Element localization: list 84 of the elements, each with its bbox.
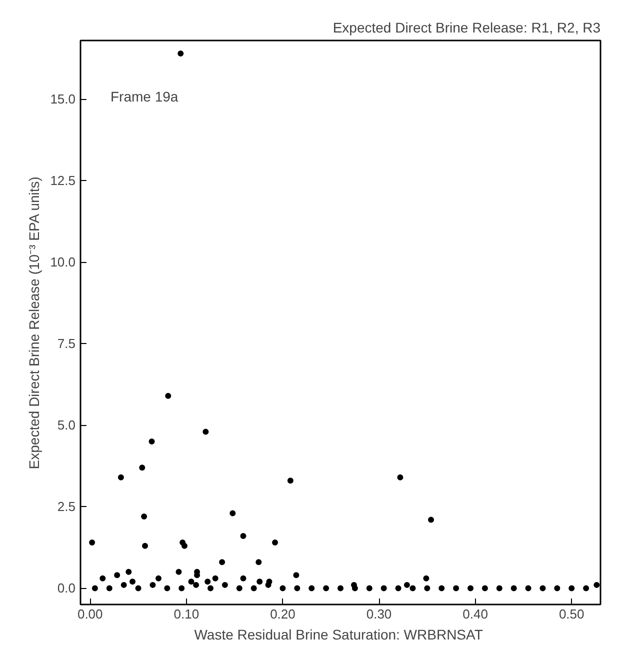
point	[240, 575, 246, 582]
point	[352, 585, 358, 592]
point	[496, 585, 502, 592]
point	[240, 533, 246, 540]
point	[139, 464, 146, 471]
point	[100, 575, 106, 582]
point	[135, 585, 142, 592]
point	[118, 474, 124, 480]
point	[178, 50, 184, 57]
point	[272, 540, 278, 546]
y-tick-label: 5.0	[57, 418, 76, 433]
y-tick-label: 10.0	[50, 254, 76, 270]
y-tick-label: 15.0	[50, 92, 76, 107]
point	[540, 585, 546, 592]
point	[525, 585, 532, 592]
point	[287, 478, 294, 484]
point	[366, 585, 372, 592]
point	[178, 585, 185, 592]
point	[438, 585, 445, 592]
point	[256, 578, 263, 585]
point	[165, 392, 172, 399]
x-axis-title: Waste Residual Brine Saturation: WRBRNSAT	[194, 626, 484, 642]
point	[510, 585, 517, 592]
point	[188, 578, 194, 585]
point	[164, 585, 170, 592]
point	[404, 582, 410, 588]
point	[482, 585, 488, 592]
point	[424, 585, 430, 592]
point	[554, 585, 560, 592]
annotation: Frame 19a	[110, 88, 178, 104]
point	[250, 585, 257, 592]
point	[294, 585, 300, 592]
point	[338, 585, 344, 592]
point	[212, 575, 218, 582]
point	[380, 585, 387, 592]
point	[193, 582, 200, 588]
point	[583, 585, 590, 592]
x-tick-label: 0.00	[77, 606, 103, 622]
point	[89, 540, 96, 546]
y-axis-title: Expected Direct Brine Release (10⁻³ EPA units)	[26, 176, 42, 470]
x-tick-label: 0.40	[462, 606, 488, 622]
point	[120, 582, 127, 588]
point	[236, 585, 242, 592]
point	[150, 582, 156, 588]
point	[468, 585, 474, 592]
point	[428, 516, 434, 523]
point	[256, 559, 262, 566]
x-tick-label: 0.20	[270, 606, 296, 622]
point	[130, 578, 136, 585]
point	[182, 542, 188, 549]
point	[222, 582, 228, 588]
x-tick-label: 0.30	[366, 606, 392, 622]
point	[106, 585, 112, 592]
point	[423, 575, 430, 582]
point	[568, 585, 575, 592]
x-tick-label: 0.50	[558, 606, 584, 622]
point	[141, 513, 148, 520]
point	[126, 568, 132, 575]
point	[395, 585, 402, 592]
point	[230, 510, 236, 516]
point	[397, 474, 404, 480]
point	[176, 568, 182, 575]
point	[92, 585, 98, 592]
point	[410, 585, 416, 592]
point	[293, 572, 300, 578]
point	[308, 585, 315, 592]
chart-title: Expected Direct Brine Release: R1, R2, R3	[332, 20, 601, 36]
y-tick-label: 2.5	[57, 499, 76, 514]
point	[114, 572, 120, 578]
point	[142, 542, 148, 549]
point	[323, 585, 330, 592]
y-tick-label: 7.5	[57, 336, 76, 352]
y-tick-label: 12.5	[50, 173, 76, 188]
point	[208, 585, 214, 592]
point	[204, 578, 211, 585]
point	[453, 585, 460, 592]
point	[148, 438, 155, 444]
point	[156, 575, 162, 582]
point	[280, 585, 286, 592]
point	[594, 582, 600, 588]
point	[219, 559, 226, 566]
x-tick-label: 0.10	[174, 606, 200, 622]
y-tick-label: 0.0	[57, 580, 76, 596]
point	[202, 428, 209, 435]
